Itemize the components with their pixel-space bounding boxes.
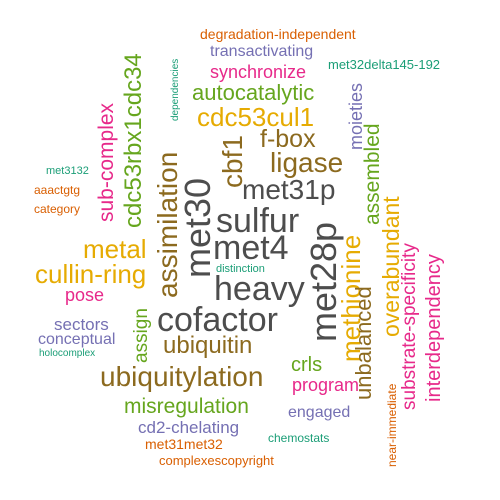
word: ubiquitylation (100, 361, 264, 392)
word: aaactgtg (34, 183, 81, 197)
word: substrate-specificity (399, 243, 420, 410)
word: degradation-independent (200, 26, 356, 42)
word: heavy (214, 270, 305, 308)
word: met4 (213, 229, 289, 267)
word: met32delta145-192 (328, 57, 441, 72)
word: near-immediate (385, 383, 399, 467)
word: engaged (288, 404, 351, 421)
word: cofactor (157, 301, 278, 339)
word: metal (83, 234, 147, 264)
word: sectors (54, 315, 109, 334)
word: sulfur (216, 202, 300, 240)
word: met3132 (46, 165, 89, 177)
word: holocomplex (39, 348, 96, 359)
word: distinction (216, 263, 265, 275)
word: crls (291, 354, 323, 376)
word: cullin-ring (35, 259, 147, 289)
word: pose (65, 285, 105, 305)
word: ubiquitin (163, 332, 253, 359)
word: cdc53cul1 (197, 102, 315, 132)
word: conceptual (38, 331, 116, 348)
word: transactivating (210, 43, 314, 60)
word: dependencies (170, 58, 181, 121)
word: assign (131, 308, 152, 363)
word: category (34, 202, 81, 216)
word: met31p (242, 174, 336, 205)
word: chemostats (268, 431, 330, 445)
word: misregulation (124, 395, 249, 418)
word: autocatalytic (192, 80, 315, 105)
word: cdc53rbx1cdc34 (120, 53, 147, 228)
word: cd2-chelating (138, 418, 240, 437)
word: f-box (260, 125, 316, 153)
word: sub-complex (95, 102, 118, 222)
word: program (292, 375, 360, 395)
word: complexescopyright (159, 453, 274, 468)
word: met31met32 (145, 436, 223, 452)
word: met30 (177, 177, 218, 278)
word: interdependency (423, 254, 445, 402)
word: synchronize (210, 62, 307, 82)
word: ligase (270, 147, 344, 178)
